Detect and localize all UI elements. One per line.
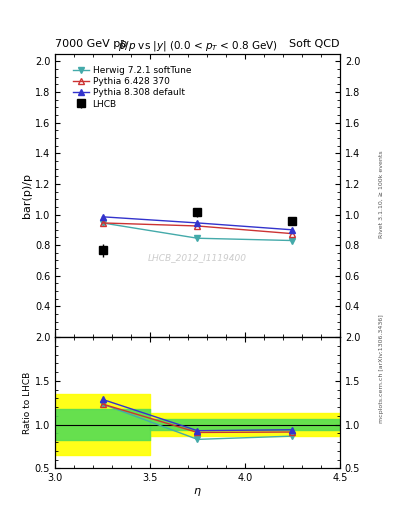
Herwig 7.2.1 softTune [100,220,105,226]
Text: LHCB_2012_I1119400: LHCB_2012_I1119400 [148,253,247,262]
Text: Soft QCD: Soft QCD [290,38,340,49]
Text: Rivet 3.1.10, ≥ 100k events: Rivet 3.1.10, ≥ 100k events [379,151,384,239]
Text: mcplots.cern.ch [arXiv:1306.3436]: mcplots.cern.ch [arXiv:1306.3436] [379,314,384,423]
X-axis label: $\eta$: $\eta$ [193,486,202,498]
Pythia 8.308 default [100,214,105,220]
Line: Pythia 6.428 370: Pythia 6.428 370 [99,220,296,237]
Pythia 8.308 default [290,227,295,233]
Herwig 7.2.1 softTune [195,235,200,241]
Legend: Herwig 7.2.1 softTune, Pythia 6.428 370, Pythia 8.308 default, LHCB: Herwig 7.2.1 softTune, Pythia 6.428 370,… [71,64,193,110]
Line: Pythia 8.308 default: Pythia 8.308 default [99,214,296,233]
Pythia 8.308 default [195,220,200,226]
Herwig 7.2.1 softTune [290,238,295,244]
Pythia 6.428 370 [100,220,105,226]
Text: 7000 GeV pp: 7000 GeV pp [55,38,127,49]
Pythia 6.428 370 [195,223,200,229]
Y-axis label: bar(p)/p: bar(p)/p [22,173,32,218]
Pythia 6.428 370 [290,230,295,237]
Title: $\bar{p}/p$ vs $|y|$ (0.0 < $p_T$ < 0.8 GeV): $\bar{p}/p$ vs $|y|$ (0.0 < $p_T$ < 0.8 … [118,39,277,54]
Line: Herwig 7.2.1 softTune: Herwig 7.2.1 softTune [99,220,296,244]
Y-axis label: Ratio to LHCB: Ratio to LHCB [23,372,32,434]
